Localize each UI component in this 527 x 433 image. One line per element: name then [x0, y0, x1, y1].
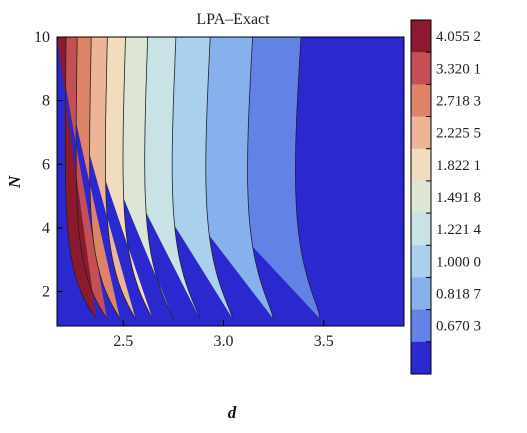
colorbar-segment: [411, 213, 431, 246]
colorbar-label: 1.491 8: [436, 190, 481, 206]
x-axis: 2.5 3.0 3.5: [113, 320, 334, 350]
colorbar-segment: [411, 84, 431, 118]
contour-lines: [64, 36, 321, 320]
colorbar-segment: [411, 20, 431, 53]
y-tick-label: 2: [42, 284, 50, 301]
contour-line-3: [105, 36, 136, 319]
colorbar-segment: [411, 245, 431, 278]
y-axis: 2 4 6 8 10: [34, 29, 63, 301]
y-tick-label: 10: [34, 29, 50, 46]
y-tick-label: 4: [42, 220, 50, 237]
contour-line-1: [75, 37, 108, 320]
colorbar-label: 4.055 2: [436, 29, 481, 45]
colorbar-segment: [411, 309, 431, 343]
colorbar-label: 3.320 1: [436, 61, 481, 77]
colorbar-label: 2.718 3: [436, 93, 481, 109]
x-tick-label: 3.0: [213, 333, 233, 350]
contour-line-5: [144, 36, 174, 319]
contour-line-8: [247, 36, 274, 319]
colorbar-segment: [411, 148, 431, 182]
colorbar: 4.055 2 3.320 1 2.718 3 2.225 5 1.822 1 1.491…: [410, 19, 482, 375]
colorbar-segment: [411, 277, 431, 311]
contour-line-9: [295, 36, 321, 319]
plot-frame: [56, 36, 405, 327]
colorbar-segment: [411, 116, 431, 150]
contour-line-2: [89, 36, 121, 320]
y-tick-label: 6: [42, 156, 50, 173]
colorbar-label: 1.822 1: [436, 158, 481, 174]
colorbar-frame: [410, 19, 432, 375]
colorbar-label: 1.221 4: [436, 222, 482, 238]
contour-line-0: [64, 36, 97, 320]
colorbar-label: 2.225 5: [436, 126, 481, 142]
contour-fills: [57, 37, 404, 326]
contour-line-4: [122, 36, 153, 319]
x-axis-label: d: [228, 403, 237, 422]
colorbar-label: 1.000 0: [436, 254, 481, 270]
chart-title: LPA–Exact: [196, 11, 270, 28]
colorbar-label: 0.818 7: [436, 287, 482, 303]
colorbar-segment: [411, 52, 431, 85]
y-axis-label: N: [5, 175, 24, 189]
y-tick-label: 8: [42, 93, 50, 110]
x-tick-label: 3.5: [314, 333, 334, 350]
colorbar-segment: [411, 341, 431, 375]
colorbar-label: 0.670 3: [436, 319, 481, 335]
x-tick-label: 2.5: [113, 333, 133, 350]
colorbar-segment: [411, 180, 431, 214]
contour-line-6: [171, 36, 201, 319]
contour-line-7: [205, 36, 234, 319]
